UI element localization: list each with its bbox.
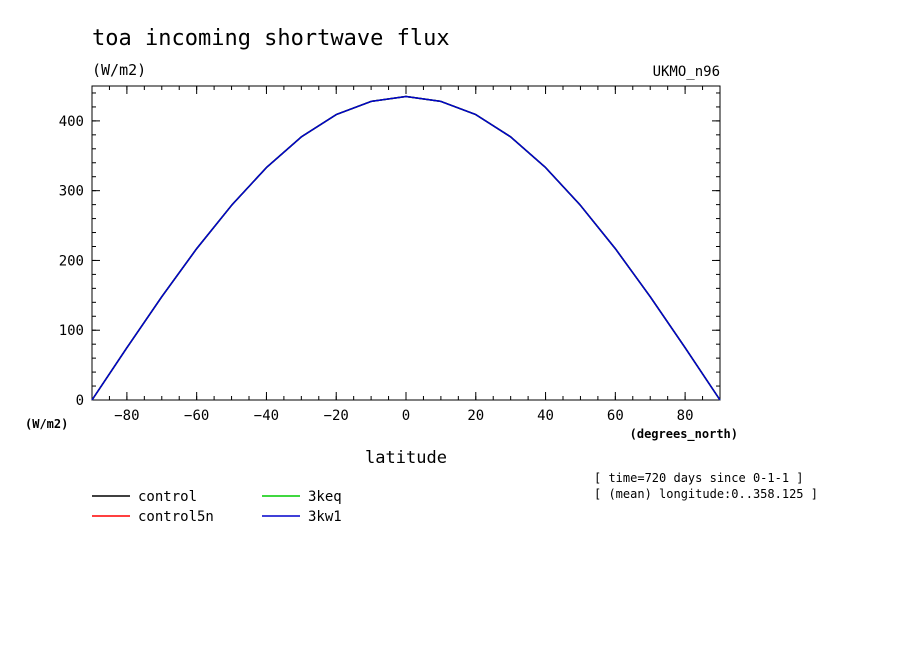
series-line-3keq [91, 95, 721, 401]
series-lines [91, 95, 721, 401]
x-tick-label: 40 [537, 408, 554, 424]
x-axis-label: latitude [365, 448, 447, 468]
x-tick-label: −80 [114, 408, 139, 424]
y-units-label: (W/m2) [25, 417, 68, 431]
series-line-control5n [91, 95, 721, 401]
legend: control control5n 3keq 3kw1 [92, 489, 342, 525]
x-tick-label: −40 [254, 408, 279, 424]
x-tick-label: −20 [324, 408, 349, 424]
y-tick-label: 300 [59, 184, 84, 200]
chart-title: toa incoming shortwave flux [92, 26, 450, 51]
x-tick-label: 80 [677, 408, 694, 424]
x-units-label: (degrees_north) [630, 427, 738, 442]
x-tick-label: −60 [184, 408, 209, 424]
plot-area: −80 −60 −40 −20 0 20 40 60 80 0 100 200 300 400 [59, 85, 721, 424]
x-tick-label: 0 [402, 408, 410, 424]
series-line-3kw1 [91, 95, 721, 401]
source-label: UKMO_n96 [653, 64, 720, 80]
legend-label: control5n [138, 509, 214, 525]
y-tick-label: 400 [59, 114, 84, 130]
series-line-control [91, 95, 721, 401]
y-tick-label: 200 [59, 253, 84, 269]
x-tick-label: 20 [467, 408, 484, 424]
legend-label: control [138, 489, 197, 505]
y-tick-label: 0 [76, 393, 84, 409]
plot-frame [91, 85, 721, 401]
note-longitude: [ (mean) longitude:0..358.125 ] [594, 487, 818, 501]
legend-label: 3kw1 [308, 509, 342, 525]
x-tick-label: 60 [607, 408, 624, 424]
note-time: [ time=720 days since 0-1-1 ] [594, 471, 804, 485]
y-tick-label: 100 [59, 323, 84, 339]
chart-subtitle: (W/m2) [92, 61, 146, 79]
legend-label: 3keq [308, 489, 342, 505]
